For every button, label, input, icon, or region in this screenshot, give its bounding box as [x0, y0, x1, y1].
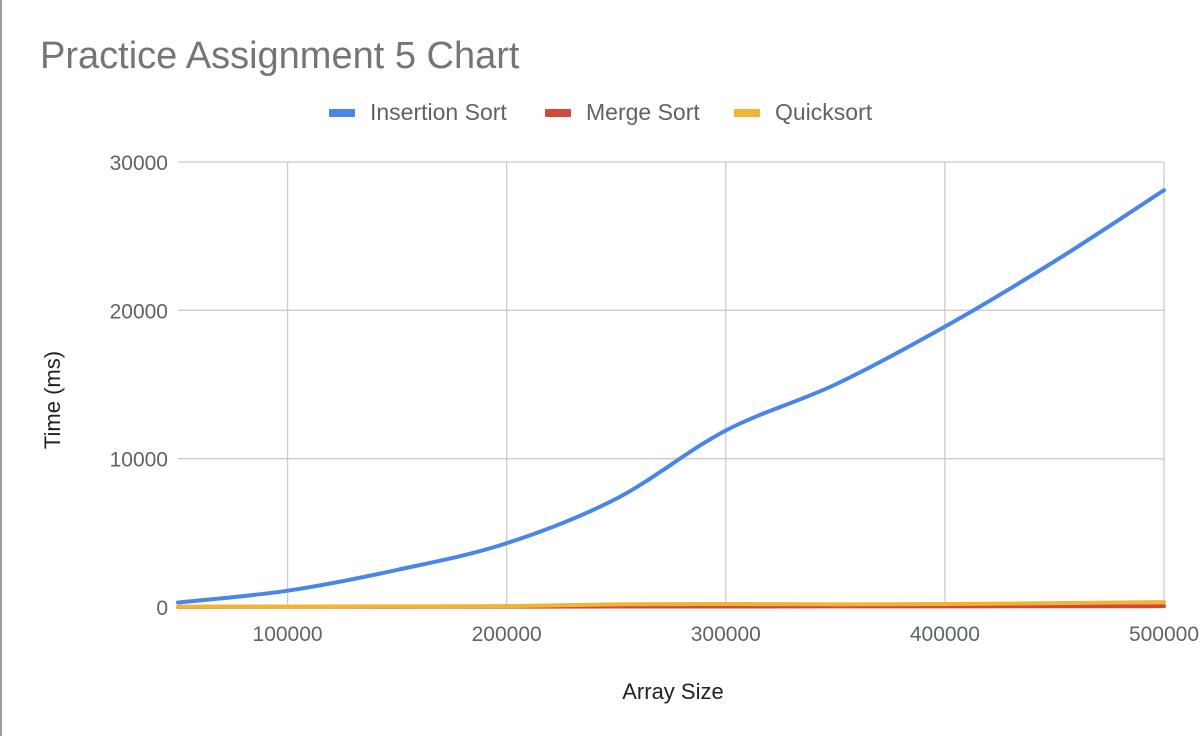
x-axis-label: Array Size	[622, 679, 723, 704]
x-tick-label: 200000	[472, 623, 542, 646]
grid	[178, 161, 1165, 607]
legend-item-quicksort[interactable]: Quicksort	[734, 99, 873, 125]
legend-item-merge-sort[interactable]: Merge Sort	[545, 99, 700, 125]
x-tick-label: 500000	[1129, 623, 1199, 646]
y-axis-label: Time (ms)	[40, 351, 65, 449]
legend-item-insertion-sort[interactable]: Insertion Sort	[329, 99, 507, 125]
legend-label-merge-sort: Merge Sort	[586, 99, 700, 125]
legend-swatch-merge-sort	[545, 109, 571, 117]
chart-title: Practice Assignment 5 Chart	[40, 35, 520, 77]
legend: Insertion Sort Merge Sort Quicksort	[329, 99, 873, 125]
y-tick-label: 30000	[110, 152, 168, 175]
legend-swatch-insertion-sort	[329, 109, 355, 117]
legend-label-quicksort: Quicksort	[775, 99, 873, 125]
series-line-insertion-sort	[176, 188, 1166, 605]
legend-swatch-quicksort	[734, 109, 760, 117]
series-line-quicksort	[176, 600, 1166, 609]
y-tick-label: 0	[156, 597, 168, 620]
y-tick-label: 10000	[110, 449, 168, 472]
series-lines	[176, 188, 1166, 609]
legend-label-insertion-sort: Insertion Sort	[370, 99, 507, 125]
x-tick-label: 100000	[253, 623, 323, 646]
x-tick-label: 300000	[691, 623, 761, 646]
axes: 0 10000 20000 30000 100000 200000 300000 400000…	[110, 152, 1199, 646]
y-tick-label: 20000	[110, 300, 168, 323]
x-tick-label: 400000	[910, 623, 980, 646]
